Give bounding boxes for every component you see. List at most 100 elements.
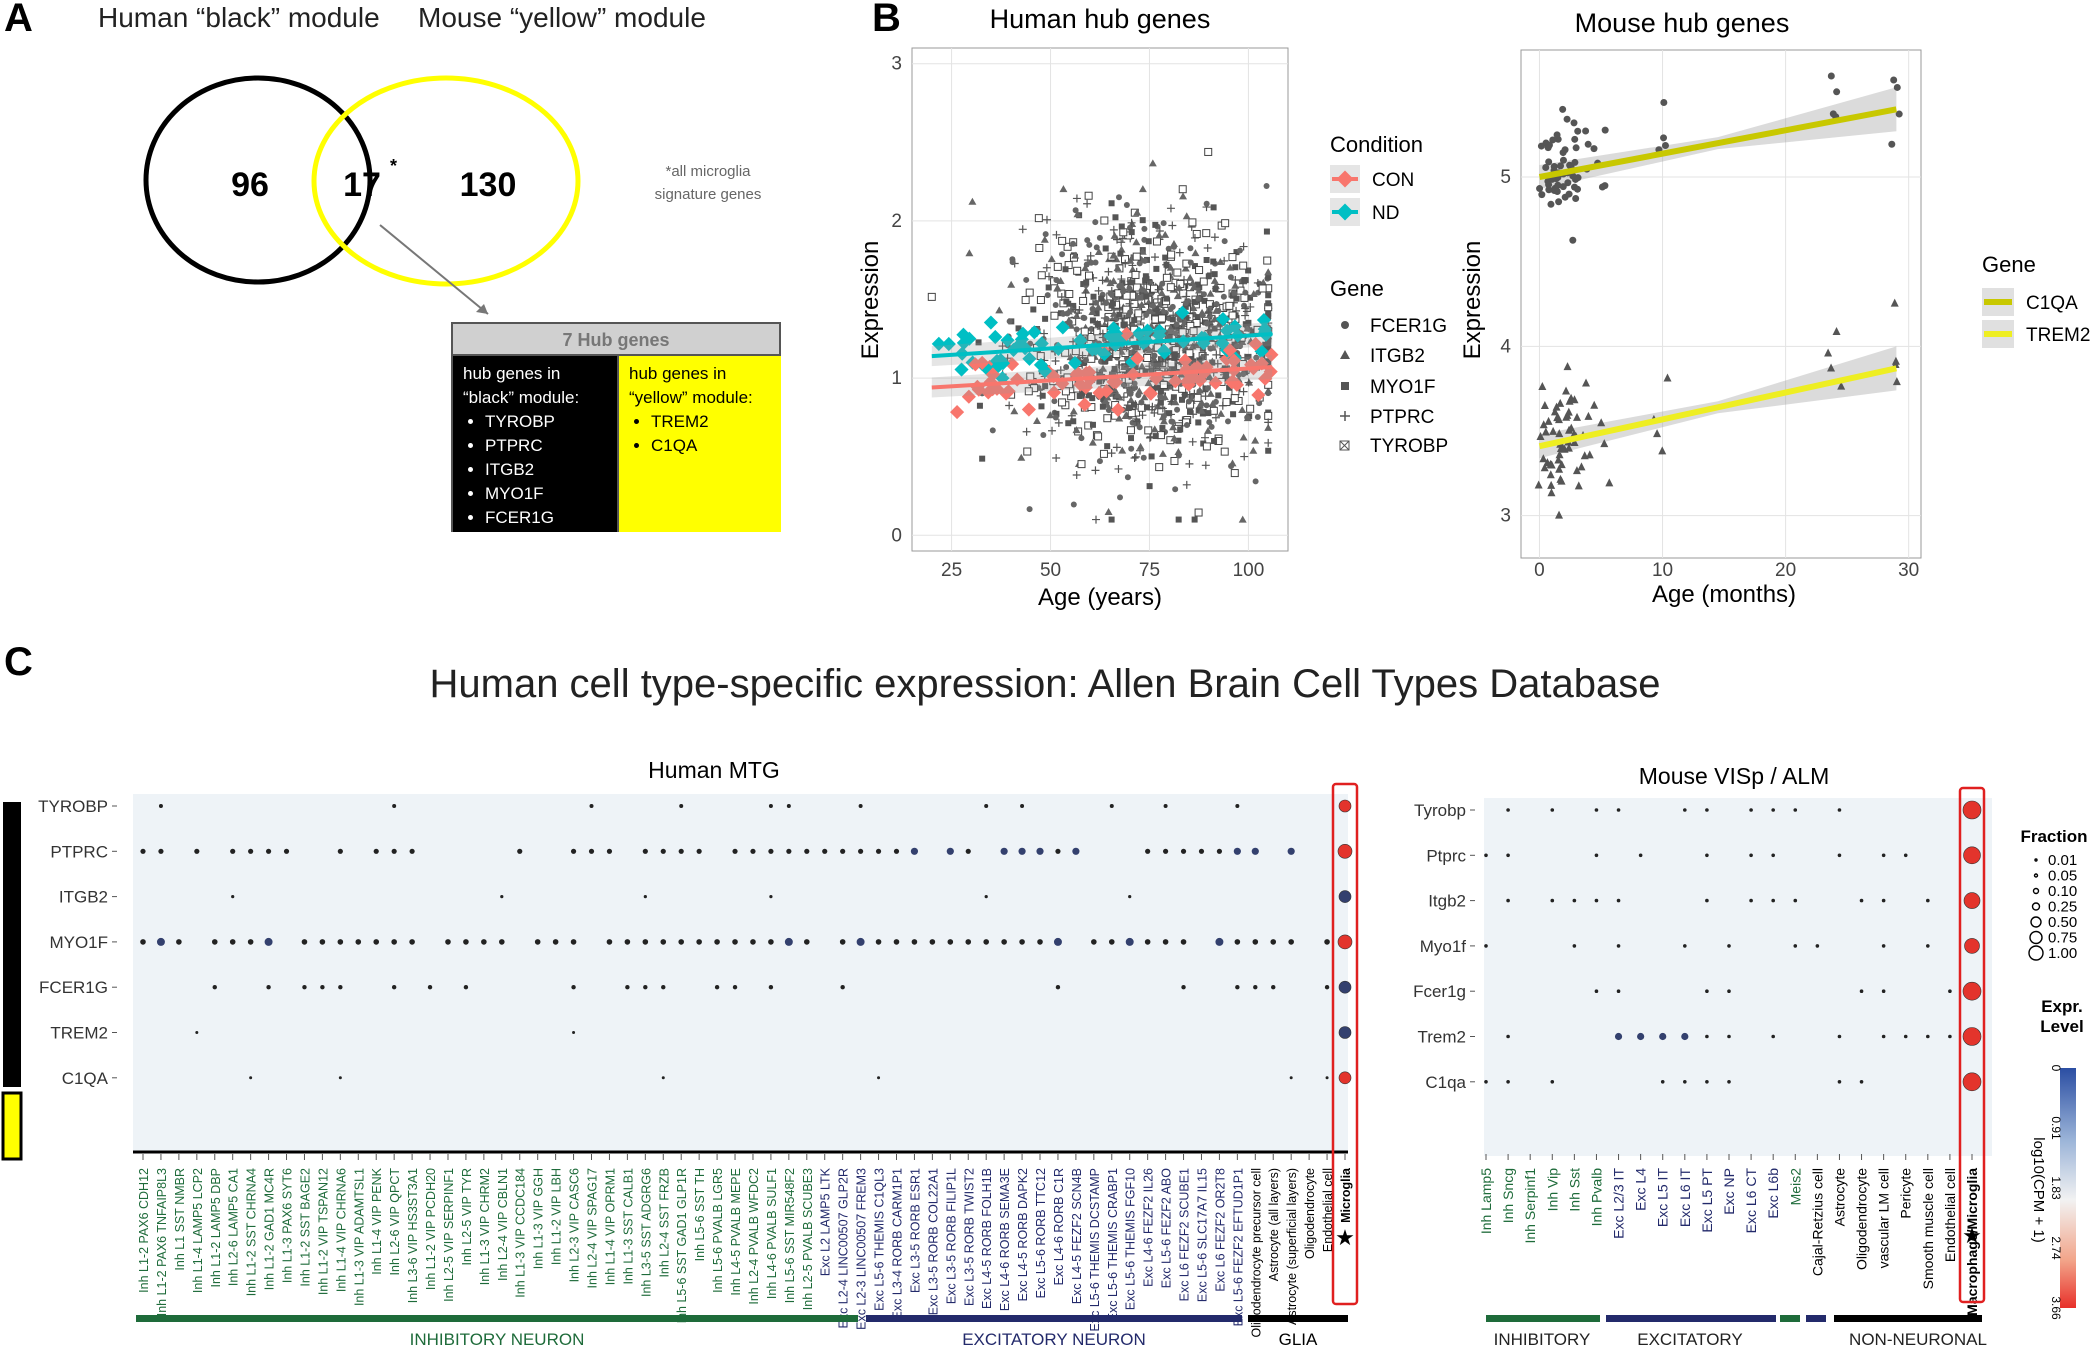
row-label: PTPRC bbox=[50, 842, 108, 861]
microglia-star-icon: ★ bbox=[1335, 1225, 1355, 1250]
confidence-band bbox=[1539, 87, 1897, 189]
scatter-point bbox=[1208, 423, 1215, 430]
expression-dot bbox=[643, 895, 647, 899]
venn-pointer-line bbox=[379, 224, 489, 315]
scatter-point bbox=[1243, 414, 1252, 422]
hub-yellow-list: hub genes in “yellow” module: TREM2 C1QA bbox=[617, 356, 781, 532]
expression-dot bbox=[1019, 939, 1025, 945]
nd-point bbox=[1106, 321, 1121, 336]
fraction-legend-label: 0.25 bbox=[2048, 899, 2077, 916]
con-point bbox=[1082, 365, 1097, 380]
expression-dot bbox=[661, 985, 666, 990]
scatter-point bbox=[1138, 362, 1147, 370]
trem2-point bbox=[1555, 464, 1564, 473]
scatter-point bbox=[1206, 313, 1213, 320]
expression-dot bbox=[1091, 939, 1097, 945]
scatter-point bbox=[1052, 414, 1059, 421]
c1qa-point bbox=[1549, 136, 1557, 144]
trem2-point bbox=[1534, 480, 1543, 489]
venn-left-title: Human “black” module bbox=[98, 2, 380, 33]
column-label: Exc L4 bbox=[1633, 1168, 1649, 1211]
scatter-point bbox=[1216, 409, 1225, 417]
expression-dot bbox=[1638, 853, 1643, 858]
scatter-point bbox=[1160, 393, 1169, 401]
scatter-point bbox=[1143, 353, 1152, 362]
scatter-point bbox=[1166, 204, 1175, 213]
expression-dot bbox=[229, 939, 236, 945]
column-label: Exc L4-5 RORB FOLH1B bbox=[980, 1168, 994, 1309]
scatter-point bbox=[1132, 252, 1141, 261]
mouse-visp-title: Mouse VISp / ALM bbox=[1639, 763, 1829, 789]
scatter-point bbox=[1204, 426, 1213, 434]
scatter-point bbox=[1144, 276, 1153, 285]
scatter-point bbox=[1058, 236, 1067, 245]
expression-dot bbox=[606, 939, 613, 945]
expression-dot bbox=[840, 848, 846, 854]
scatter-point bbox=[1044, 292, 1051, 299]
column-label: Inh Lamp5 bbox=[1478, 1168, 1494, 1234]
expression-dot bbox=[929, 939, 936, 945]
scatter-point bbox=[1175, 437, 1182, 444]
expression-dot bbox=[1727, 989, 1731, 993]
fraction-legend-label: 1.00 bbox=[2048, 945, 2077, 962]
scatter-point bbox=[1155, 361, 1162, 368]
c1qa-point bbox=[1565, 190, 1573, 198]
plot-panel bbox=[1520, 49, 1922, 559]
scatter-point bbox=[1062, 266, 1069, 273]
panel-c-title: Human cell type-specific expression: All… bbox=[429, 662, 1661, 706]
legend-gene-label: MYO1F bbox=[1370, 377, 1435, 398]
scatter-point bbox=[1053, 410, 1060, 417]
trem2-point bbox=[1539, 420, 1548, 429]
expression-dot bbox=[839, 939, 846, 945]
venn-diagram: 96 17 * 130 *all microglia signature gen… bbox=[143, 75, 761, 315]
expression-dot bbox=[1962, 800, 1982, 820]
expression-dot bbox=[1705, 853, 1709, 858]
c1qa-point bbox=[1559, 105, 1567, 113]
expression-dot bbox=[571, 985, 576, 990]
scatter-point bbox=[1203, 200, 1210, 207]
column-label: Inh Pvalb bbox=[1588, 1168, 1604, 1227]
scatter-point bbox=[1228, 311, 1237, 320]
scatter-point bbox=[1059, 251, 1066, 258]
c1qa-point bbox=[1545, 181, 1553, 189]
expression-dot bbox=[338, 985, 343, 990]
expression-dot bbox=[1550, 1080, 1555, 1084]
trend-line-nd bbox=[931, 332, 1273, 359]
expression-dot bbox=[768, 804, 773, 808]
con-point bbox=[961, 389, 976, 404]
venn-left-circle bbox=[143, 75, 373, 285]
scatter-point bbox=[1103, 414, 1112, 423]
scatter-point bbox=[1173, 321, 1180, 328]
scatter-point bbox=[1212, 286, 1219, 293]
expression-dot bbox=[1683, 944, 1687, 948]
scatter-point bbox=[1224, 418, 1231, 425]
fraction-legend-dot bbox=[2031, 902, 2041, 911]
scatter-point bbox=[1263, 256, 1272, 265]
expression-dot bbox=[265, 848, 272, 854]
hub-black-header-2: “black” module: bbox=[463, 388, 580, 407]
scatter-point bbox=[1142, 273, 1149, 280]
c1qa-point bbox=[1545, 186, 1553, 194]
hub-yellow-header-2: “yellow” module: bbox=[629, 388, 753, 407]
column-label: Inh L1-3 VIP GGH bbox=[532, 1168, 546, 1269]
expression-dot bbox=[877, 1076, 881, 1080]
column-label: Inh L2-4 SST FRZB bbox=[657, 1168, 671, 1278]
expression-dot bbox=[1271, 985, 1276, 990]
column-label: Exc L2-3 LINC00507 FREM3 bbox=[855, 1168, 869, 1330]
trem2-point bbox=[1536, 431, 1545, 440]
scatter-point bbox=[1017, 453, 1026, 461]
scatter-point bbox=[1079, 296, 1088, 305]
trem2-point bbox=[1837, 381, 1846, 390]
c1qa-point bbox=[1590, 145, 1598, 153]
scatter-point bbox=[1094, 303, 1103, 311]
legend-c1qa-label: C1QA bbox=[2026, 293, 2078, 314]
scatter-point bbox=[1254, 413, 1261, 420]
trem2-point bbox=[1564, 407, 1573, 416]
scatter-point bbox=[1245, 267, 1252, 274]
venn-overlap-count: 17 bbox=[343, 166, 381, 204]
column-label: Inh L2-5 PVALB SCUBE3 bbox=[801, 1168, 815, 1310]
expression-dot bbox=[1506, 808, 1510, 812]
row-label: Ptprc bbox=[1426, 846, 1466, 865]
column-label: Exc L3-5 RORB FILIP1L bbox=[944, 1168, 958, 1304]
scatter-point bbox=[1117, 250, 1124, 257]
